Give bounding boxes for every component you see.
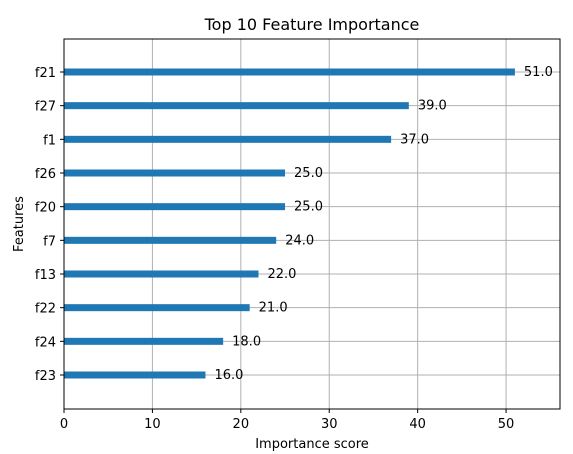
grid-layer — [63, 39, 560, 409]
bar-f20 — [64, 203, 286, 211]
bar-f26 — [64, 169, 286, 177]
value-labels-layer: 51.0 39.0 37.0 25.0 25.0 24.0 22.0 21.0 18.0 16.0 — [214, 65, 552, 383]
x-tick-label: 20 — [233, 417, 250, 432]
x-tick-label: 30 — [321, 417, 338, 432]
x-tick-label: 0 — [60, 417, 68, 432]
plot-frame — [63, 38, 561, 410]
value-label-f24: 18.0 — [232, 334, 261, 349]
y-tick-label-f20: f20 — [35, 201, 56, 216]
value-label-f13: 22.0 — [268, 267, 297, 282]
x-tick-label: 50 — [498, 417, 515, 432]
y-tick-label-f24: f24 — [35, 335, 56, 350]
y-tick-label-f13: f13 — [35, 268, 56, 283]
value-label-f22: 21.0 — [259, 301, 288, 316]
value-label-f21: 51.0 — [524, 65, 553, 80]
y-tick-label-f1: f1 — [43, 133, 56, 148]
x-axis-ticks: 0 10 20 30 40 50 — [60, 409, 514, 432]
y-tick-label-f23: f23 — [35, 369, 56, 384]
bar-f7 — [64, 236, 277, 244]
bar-f23 — [64, 371, 206, 379]
bar-f21 — [64, 68, 515, 76]
x-tick-label: 10 — [144, 417, 161, 432]
bars-layer — [64, 68, 515, 379]
y-tick-label-f21: f21 — [35, 66, 56, 81]
chart-title: Top 10 Feature Importance — [204, 15, 420, 34]
value-label-f20: 25.0 — [294, 200, 323, 215]
bar-f13 — [64, 270, 259, 278]
bar-f24 — [64, 337, 224, 345]
y-axis-label: Features — [12, 196, 27, 252]
y-tick-label-f26: f26 — [35, 167, 56, 182]
value-label-f1: 37.0 — [400, 132, 429, 147]
value-label-f7: 24.0 — [285, 233, 314, 248]
bar-f1 — [64, 135, 392, 143]
value-label-f23: 16.0 — [214, 368, 243, 383]
y-tick-label-f27: f27 — [35, 100, 56, 115]
bar-f22 — [64, 304, 250, 312]
value-label-f26: 25.0 — [294, 166, 323, 181]
value-label-f27: 39.0 — [418, 99, 447, 114]
x-axis-label: Importance score — [255, 437, 369, 452]
y-axis-ticks: f21 f27 f1 f26 f20 f7 f13 f22 f24 f23 — [35, 66, 64, 384]
y-tick-label-f22: f22 — [35, 302, 56, 317]
y-tick-label-f7: f7 — [43, 234, 56, 249]
bar-f27 — [64, 102, 409, 110]
x-tick-label: 40 — [409, 417, 426, 432]
